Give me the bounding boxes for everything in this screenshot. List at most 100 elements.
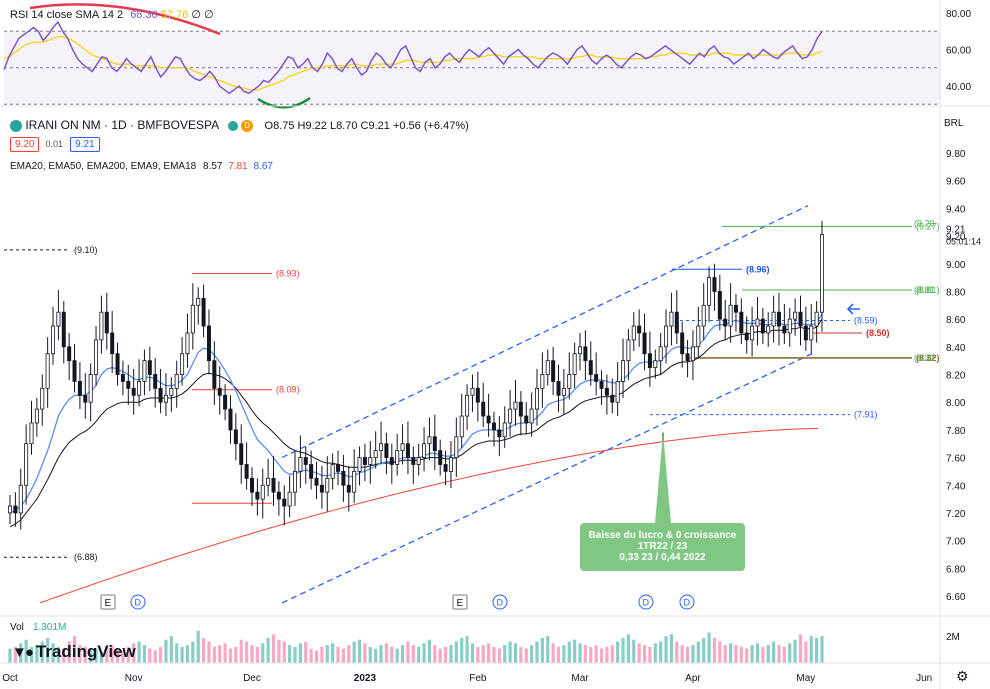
candle-body [583, 346, 588, 362]
volume-bar [519, 646, 523, 663]
currency-label[interactable]: BRL [944, 118, 964, 129]
candle-body [405, 443, 410, 458]
volume-bar [454, 641, 458, 663]
volume-bar [83, 646, 87, 663]
volume-bar [422, 643, 426, 663]
candle-body [309, 464, 314, 479]
volume-bar [626, 634, 631, 663]
candle-body [163, 394, 168, 403]
candle-body [508, 408, 513, 424]
candle-body [137, 381, 142, 396]
volume-bar [239, 639, 243, 663]
candle-body [766, 325, 771, 334]
candle-body [599, 381, 604, 389]
volume-bar [352, 641, 356, 663]
time-tick-label: Apr [685, 673, 701, 684]
candle-body [814, 311, 819, 327]
candle-body [626, 339, 631, 362]
volume-bar [556, 646, 561, 663]
level-label: (8.59) [854, 316, 878, 326]
candle-body [518, 401, 523, 417]
candle-body [502, 422, 507, 438]
volume-bar [616, 641, 620, 663]
volume-bar [637, 643, 641, 663]
volume-bar [180, 646, 184, 663]
ema200-line [39, 428, 818, 604]
candle-body [276, 491, 281, 500]
price-tick-label: 6.60 [946, 592, 966, 603]
tradingview-logo[interactable]: ▼● TradingView [12, 642, 136, 662]
candle-body [782, 325, 787, 334]
ema-value-1: 8.57 [202, 161, 223, 172]
volume-bar [470, 643, 475, 663]
candle-body [540, 374, 545, 389]
volume-bar [368, 646, 372, 663]
volume-bar [250, 645, 254, 663]
candle-body [104, 311, 109, 334]
volume-bar [513, 643, 518, 663]
volume-bar [411, 645, 415, 663]
candle-body [94, 339, 99, 375]
candle-body [185, 332, 190, 355]
settings-gear-icon[interactable]: ⚙ [956, 668, 969, 684]
candle-body [255, 491, 260, 500]
dividend-marker-label: D [643, 598, 650, 608]
candle-body [658, 346, 663, 362]
candle-body [798, 311, 803, 327]
volume-bar [8, 648, 12, 663]
time-tick-label: May [796, 673, 815, 684]
volume-bar [438, 648, 442, 663]
candle-body [115, 353, 120, 375]
volume-bar [325, 645, 329, 663]
ema-legend: EMA20, EMA50, EMA200, EMA9, EMA18 8.57 7… [10, 161, 273, 172]
rsi-value: 68.30 [130, 9, 158, 21]
candle-body [760, 318, 765, 334]
volume-bar [406, 641, 410, 663]
volume-bar [137, 641, 141, 663]
price-tick-label: 9.80 [946, 149, 966, 160]
volume-bar [207, 641, 211, 663]
volume-bar [29, 646, 34, 663]
volume-bar [142, 645, 147, 663]
candle-body [169, 387, 174, 396]
candle-body [728, 304, 733, 327]
candle-body [260, 484, 265, 500]
annotation-callout[interactable]: Baisse du lucro & 0 croissance 1TR22 / 2… [580, 523, 745, 571]
ask-button[interactable]: 9.21 [70, 137, 100, 152]
volume-bar [72, 636, 77, 663]
time-tick-label: Nov [125, 673, 143, 684]
brand-name: TradingView [35, 642, 136, 661]
candle-body [491, 422, 496, 431]
volume-bar [476, 646, 480, 663]
price-tick-label: 6.80 [946, 564, 966, 575]
candle-body [803, 325, 808, 341]
volume-bar [675, 641, 679, 663]
candle-body [529, 408, 534, 424]
candle-body [131, 387, 136, 396]
volume-bar [363, 643, 367, 663]
candle-body [330, 464, 335, 479]
volume-bar [24, 639, 28, 663]
candle-body [443, 464, 448, 472]
volume-bar [56, 646, 60, 663]
volume-bar [610, 645, 614, 663]
candle-body [336, 464, 341, 472]
volume-bar [304, 641, 308, 663]
candle-body [680, 332, 685, 355]
last-price-label: 9.21 [946, 225, 966, 236]
symbol-name[interactable]: IRANI ON NM · 1D · BMFBOVESPA [25, 118, 219, 132]
rsi-legend: RSI 14 close SMA 14 2 68.30 57.76 ∅ ∅ [10, 8, 214, 21]
earnings-marker-label: E [105, 598, 112, 609]
ema-value-3: 8.67 [253, 161, 273, 172]
bid-button[interactable]: 9.20 [10, 137, 40, 152]
volume-bar [755, 643, 760, 663]
data-badge-icon: D [241, 119, 254, 132]
volume-value: 1.301M [33, 622, 66, 633]
dividend-marker-label: D [135, 598, 142, 608]
price-pane: (9.27) (9.10) (8.93) (8.96) (8.81) (8.59) (8.5… [4, 205, 940, 610]
volume-bar [427, 639, 432, 663]
annotation-pointer [655, 432, 671, 523]
candle-body [588, 360, 593, 375]
candle-body [341, 471, 346, 486]
